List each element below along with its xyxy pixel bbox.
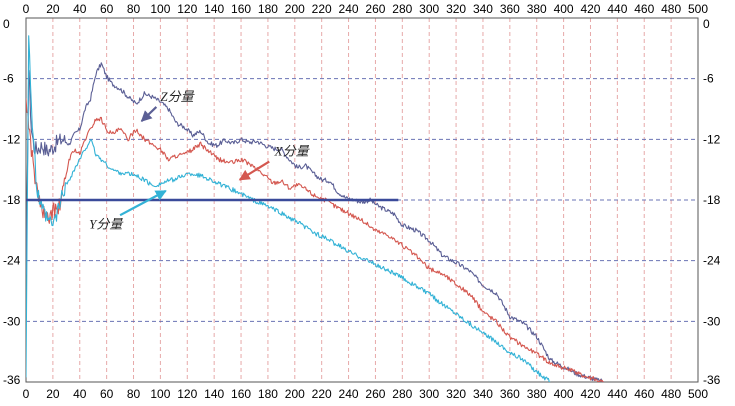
x-tick-top: 60 xyxy=(100,2,114,16)
x-tick-top: 80 xyxy=(127,2,141,16)
x-tick-top: 300 xyxy=(419,2,439,16)
x-tick-top: 100 xyxy=(150,2,170,16)
x-tick-bottom: 400 xyxy=(554,387,574,401)
x-tick-top: 500 xyxy=(688,2,708,16)
x-tick-bottom: 40 xyxy=(73,387,87,401)
x-tick-top: 480 xyxy=(661,2,681,16)
annotation-arrow-z xyxy=(140,106,158,122)
x-tick-top: 0 xyxy=(23,2,30,16)
x-tick-top: 320 xyxy=(446,2,466,16)
y-tick-right: -36 xyxy=(703,373,721,387)
x-tick-top: 280 xyxy=(392,2,412,16)
x-tick-bottom: 20 xyxy=(46,387,60,401)
x-tick-top: 380 xyxy=(527,2,547,16)
x-tick-bottom: 340 xyxy=(473,387,493,401)
annotation-label-y: Y分量 xyxy=(89,216,124,231)
x-tick-top: 180 xyxy=(258,2,278,16)
series-line-x xyxy=(26,98,604,382)
x-tick-top: 400 xyxy=(554,2,574,16)
x-tick-bottom: 180 xyxy=(258,387,278,401)
x-tick-top: 140 xyxy=(204,2,224,16)
y-tick-right: -18 xyxy=(703,193,721,207)
x-tick-bottom: 140 xyxy=(204,387,224,401)
x-tick-top: 340 xyxy=(473,2,493,16)
x-tick-bottom: 0 xyxy=(23,387,30,401)
x-tick-bottom: 120 xyxy=(177,387,197,401)
y-tick-left: -36 xyxy=(3,373,21,387)
x-tick-bottom: 500 xyxy=(688,387,708,401)
x-tick-bottom: 380 xyxy=(527,387,547,401)
x-tick-bottom: 220 xyxy=(312,387,332,401)
y-tick-left: -18 xyxy=(3,193,21,207)
x-tick-bottom: 60 xyxy=(100,387,114,401)
x-tick-top: 160 xyxy=(231,2,251,16)
x-tick-top: 440 xyxy=(607,2,627,16)
y-tick-left: 0 xyxy=(3,17,10,31)
annotations: Z分量 X分量 Y分量 xyxy=(89,89,310,231)
x-tick-bottom: 420 xyxy=(580,387,600,401)
series-line-z xyxy=(26,62,605,382)
x-tick-top: 200 xyxy=(285,2,305,16)
x-tick-top: 220 xyxy=(312,2,332,16)
annotation-arrow-y xyxy=(119,189,167,217)
x-tick-bottom: 260 xyxy=(365,387,385,401)
y-tick-left: -12 xyxy=(3,132,21,146)
x-tick-bottom: 300 xyxy=(419,387,439,401)
x-tick-top: 120 xyxy=(177,2,197,16)
x-tick-top: 360 xyxy=(500,2,520,16)
x-tick-bottom: 320 xyxy=(446,387,466,401)
x-tick-bottom: 360 xyxy=(500,387,520,401)
x-tick-top: 260 xyxy=(365,2,385,16)
x-tick-top: 240 xyxy=(339,2,359,16)
y-tick-left: -6 xyxy=(3,72,14,86)
x-tick-bottom: 440 xyxy=(607,387,627,401)
y-tick-right: -12 xyxy=(703,132,721,146)
x-tick-bottom: 160 xyxy=(231,387,251,401)
y-tick-left: -30 xyxy=(3,314,21,328)
x-tick-bottom: 200 xyxy=(285,387,305,401)
x-tick-bottom: 480 xyxy=(661,387,681,401)
x-tick-top: 20 xyxy=(46,2,60,16)
x-tick-bottom: 100 xyxy=(150,387,170,401)
x-tick-bottom: 240 xyxy=(339,387,359,401)
x-tick-bottom: 80 xyxy=(127,387,141,401)
y-tick-right: -6 xyxy=(703,72,714,86)
x-tick-top: 40 xyxy=(73,2,87,16)
grid xyxy=(26,18,698,382)
series-lines xyxy=(26,35,605,382)
y-tick-right: 0 xyxy=(703,17,710,31)
y-tick-left: -24 xyxy=(3,254,21,268)
y-tick-right: -24 xyxy=(703,254,721,268)
tick-labels: 0020204040606080801001001201201401401601… xyxy=(3,2,721,401)
series-line-y xyxy=(26,35,551,382)
x-tick-bottom: 280 xyxy=(392,387,412,401)
x-tick-top: 460 xyxy=(634,2,654,16)
annotation-label-z: Z分量 xyxy=(160,89,195,104)
x-tick-top: 420 xyxy=(580,2,600,16)
annotation-arrow-x xyxy=(238,160,270,181)
y-tick-right: -30 xyxy=(703,314,721,328)
annotation-label-x: X分量 xyxy=(274,144,311,159)
x-tick-bottom: 460 xyxy=(634,387,654,401)
